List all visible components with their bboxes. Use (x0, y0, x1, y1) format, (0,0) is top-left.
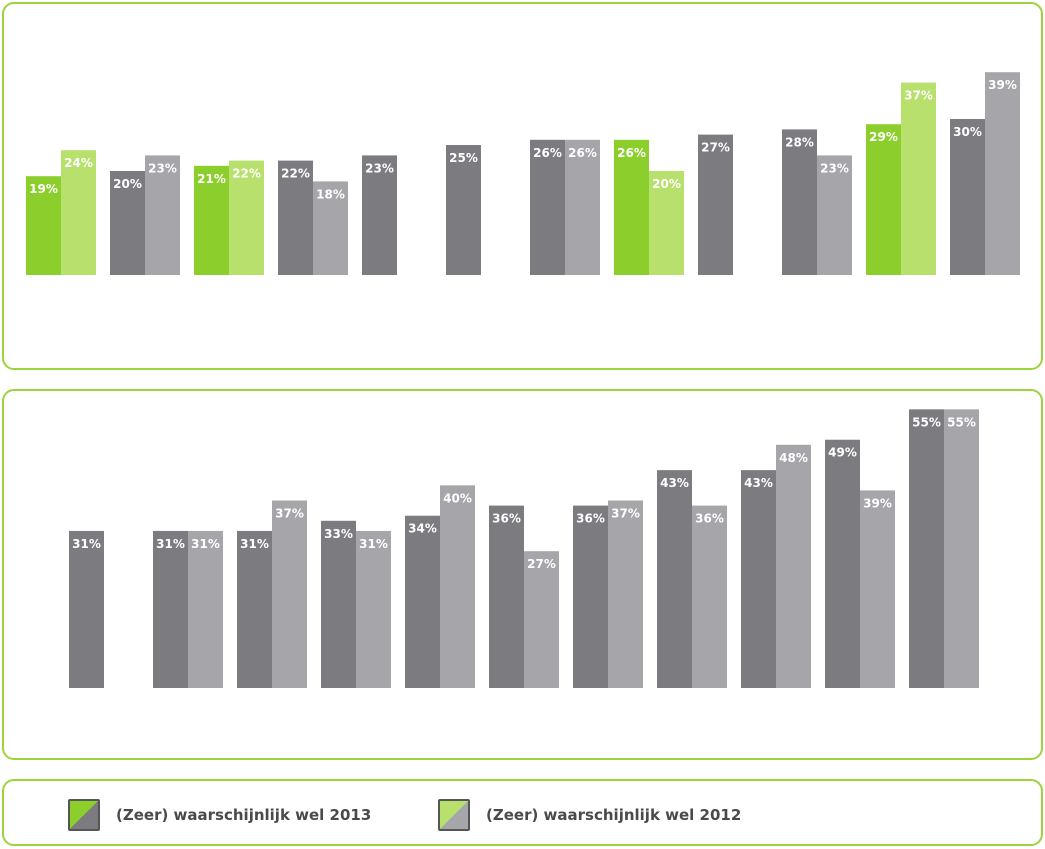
bar-2013-2 (153, 530, 188, 688)
bar-2012-9 (776, 444, 811, 688)
data-label-2012-3: 22% (232, 167, 261, 181)
data-label-2012-10: 23% (820, 161, 849, 175)
legend-label-2012: (Zeer) waarschijnlijk wel 2012 (486, 806, 742, 824)
data-label-2012-7: 37% (611, 507, 640, 521)
data-label-2012-3: 37% (275, 507, 304, 521)
bar-2012-11 (944, 409, 979, 688)
bar-2013-9 (698, 134, 733, 275)
bar-2012-3 (229, 160, 264, 275)
data-label-2012-5: 40% (443, 491, 472, 505)
data-label-2013-10: 49% (828, 446, 857, 460)
data-label-2013-2: 31% (156, 537, 185, 551)
bar-2012-7 (565, 139, 600, 275)
bar-2012-8 (649, 171, 684, 275)
bar-2013-5 (362, 155, 397, 275)
data-label-2012-12: 39% (988, 78, 1017, 92)
data-label-2013-6: 25% (449, 151, 478, 165)
data-label-2012-4: 18% (316, 187, 345, 201)
bar-2013-5 (405, 515, 440, 688)
data-label-2012-2: 31% (191, 537, 220, 551)
data-label-2012-11: 37% (904, 89, 933, 103)
data-label-2013-2: 20% (113, 177, 142, 191)
legend-swatch-2013 (68, 799, 100, 831)
data-label-2013-11: 55% (912, 415, 941, 429)
data-label-2013-5: 34% (408, 522, 437, 536)
bar-2012-11 (901, 82, 936, 275)
bar-2013-3 (194, 165, 229, 275)
bar-2012-6 (524, 551, 559, 688)
data-label-2012-4: 31% (359, 537, 388, 551)
bar-2012-7 (608, 500, 643, 688)
data-label-2013-12: 30% (953, 125, 982, 139)
legend-item-2013: (Zeer) waarschijnlijk wel 2013 (68, 799, 371, 831)
data-label-2012-7: 26% (568, 146, 597, 160)
bar-2013-9 (741, 470, 776, 688)
bar-2012-2 (145, 155, 180, 275)
data-label-2013-11: 29% (869, 130, 898, 144)
data-label-2013-10: 28% (785, 135, 814, 149)
legend-label-2013: (Zeer) waarschijnlijk wel 2013 (116, 806, 372, 824)
data-label-2013-4: 22% (281, 167, 310, 181)
bar-2012-3 (272, 500, 307, 688)
bar-2013-7 (530, 139, 565, 275)
data-label-2013-8: 43% (660, 476, 689, 490)
bar-2013-2 (110, 171, 145, 275)
data-label-2013-3: 21% (197, 172, 226, 186)
bar-2013-10 (825, 439, 860, 688)
data-label-2013-8: 26% (617, 146, 646, 160)
data-label-2013-9: 27% (701, 141, 730, 155)
bar-2013-8 (614, 139, 649, 275)
bar-2013-4 (278, 160, 313, 275)
bar-2013-8 (657, 470, 692, 688)
bar-2012-8 (692, 505, 727, 688)
data-label-2013-6: 36% (492, 512, 521, 526)
bar-2013-6 (489, 505, 524, 688)
bar-2012-10 (817, 155, 852, 275)
data-label-2013-9: 43% (744, 476, 773, 490)
data-label-2012-9: 48% (779, 451, 808, 465)
bar-2013-1 (26, 176, 61, 275)
data-label-2013-7: 26% (533, 146, 562, 160)
bar-2013-6 (446, 145, 481, 275)
data-label-2012-11: 55% (947, 415, 976, 429)
bar-2013-11 (909, 409, 944, 688)
bar-2012-10 (860, 490, 895, 688)
data-label-2012-1: 24% (64, 156, 93, 170)
data-label-2012-2: 23% (148, 161, 177, 175)
bar-2013-1 (69, 530, 104, 688)
data-label-2013-1: 31% (72, 537, 101, 551)
bar-2013-12 (950, 119, 985, 275)
bar-2013-3 (237, 530, 272, 688)
bar-2012-4 (313, 181, 348, 275)
data-label-2013-3: 31% (240, 537, 269, 551)
data-label-2013-4: 33% (324, 527, 353, 541)
bar-2012-2 (188, 530, 223, 688)
data-label-2013-1: 19% (29, 182, 58, 196)
data-label-2012-8: 36% (695, 512, 724, 526)
data-label-2012-8: 20% (652, 177, 681, 191)
data-label-2013-5: 23% (365, 161, 394, 175)
legend-swatch-2012 (438, 799, 470, 831)
bar-2013-4 (321, 520, 356, 688)
top-chart-panel: 19% 24% 20% 23% 21% 22% 22% 18% 23% 25% 26% 26% 26% 2… (2, 2, 1043, 370)
bar-2012-4 (356, 530, 391, 688)
data-label-2012-10: 39% (863, 496, 892, 510)
bar-2012-12 (985, 72, 1020, 275)
legend-panel: (Zeer) waarschijnlijk wel 2013 (Zeer) wa… (2, 779, 1043, 846)
data-label-2012-6: 27% (527, 557, 556, 571)
bottom-chart-panel: 31% 31% 31% 31% 37% 33% 31% 34% 40% 36% 27% 36% 37% 4… (2, 389, 1043, 760)
data-label-2013-7: 36% (576, 512, 605, 526)
bar-2013-11 (866, 124, 901, 275)
bar-2012-5 (440, 485, 475, 688)
top-bar-chart: 19% 24% 20% 23% 21% 22% 22% 18% 23% 25% 26% 26% 26% 2… (26, 72, 1020, 275)
bottom-bar-chart: 31% 31% 31% 31% 37% 33% 31% 34% 40% 36% 27% 36% 37% 4… (69, 409, 979, 688)
bar-2013-7 (573, 505, 608, 688)
legend-item-2012: (Zeer) waarschijnlijk wel 2012 (438, 799, 741, 831)
bar-2013-10 (782, 129, 817, 275)
bar-2012-1 (61, 150, 96, 275)
